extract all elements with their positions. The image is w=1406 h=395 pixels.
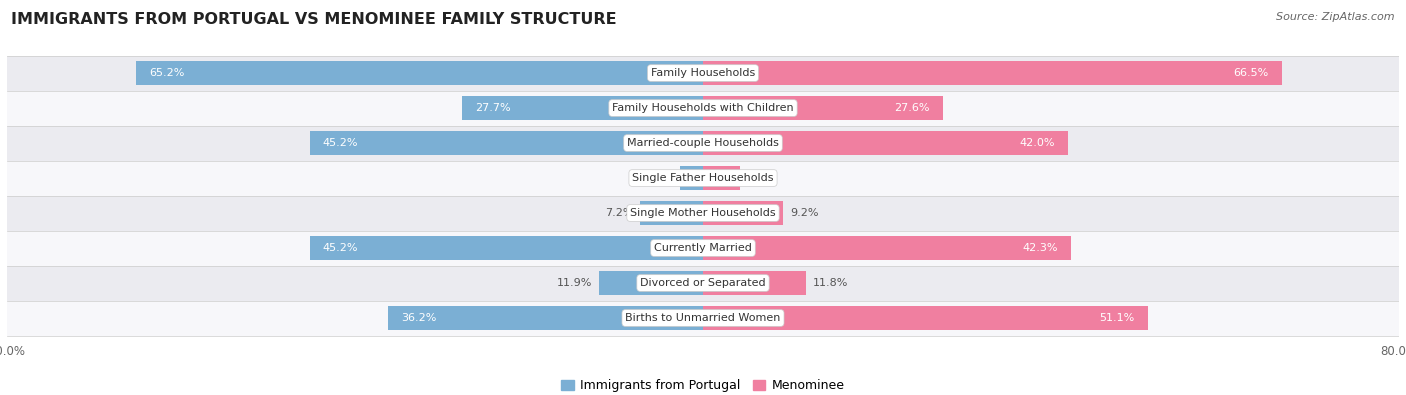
Bar <box>136 61 703 85</box>
Bar <box>703 271 806 295</box>
Text: Source: ZipAtlas.com: Source: ZipAtlas.com <box>1277 12 1395 22</box>
Bar <box>703 201 783 225</box>
Bar <box>7 56 1399 90</box>
Text: Divorced or Separated: Divorced or Separated <box>640 278 766 288</box>
Text: 51.1%: 51.1% <box>1099 313 1135 323</box>
Bar <box>7 265 1399 301</box>
Text: Single Mother Households: Single Mother Households <box>630 208 776 218</box>
Text: 66.5%: 66.5% <box>1233 68 1268 78</box>
Text: 27.7%: 27.7% <box>475 103 510 113</box>
Text: Currently Married: Currently Married <box>654 243 752 253</box>
Text: 11.8%: 11.8% <box>813 278 848 288</box>
Bar <box>703 96 943 120</box>
Text: 27.6%: 27.6% <box>894 103 929 113</box>
Bar <box>7 160 1399 196</box>
Text: Family Households with Children: Family Households with Children <box>612 103 794 113</box>
Legend: Immigrants from Portugal, Menominee: Immigrants from Portugal, Menominee <box>557 374 849 395</box>
Text: 2.6%: 2.6% <box>645 173 673 183</box>
Text: 45.2%: 45.2% <box>323 243 359 253</box>
Text: 65.2%: 65.2% <box>149 68 184 78</box>
Bar <box>703 131 1069 155</box>
Text: 7.2%: 7.2% <box>605 208 633 218</box>
Text: Family Households: Family Households <box>651 68 755 78</box>
Bar <box>640 201 703 225</box>
Text: 42.0%: 42.0% <box>1019 138 1056 148</box>
Text: Births to Unmarried Women: Births to Unmarried Women <box>626 313 780 323</box>
Bar <box>309 236 703 260</box>
Text: 9.2%: 9.2% <box>790 208 818 218</box>
Bar <box>463 96 703 120</box>
Text: 45.2%: 45.2% <box>323 138 359 148</box>
Bar <box>703 61 1281 85</box>
Bar <box>703 166 740 190</box>
Text: Married-couple Households: Married-couple Households <box>627 138 779 148</box>
Bar <box>703 306 1147 330</box>
Text: 36.2%: 36.2% <box>401 313 436 323</box>
Text: 11.9%: 11.9% <box>557 278 592 288</box>
Text: 4.2%: 4.2% <box>747 173 775 183</box>
Bar <box>7 196 1399 231</box>
Bar <box>599 271 703 295</box>
Bar <box>703 236 1071 260</box>
Bar <box>7 231 1399 265</box>
Bar <box>7 301 1399 335</box>
Bar <box>681 166 703 190</box>
Text: Single Father Households: Single Father Households <box>633 173 773 183</box>
Text: 42.3%: 42.3% <box>1022 243 1057 253</box>
Bar <box>388 306 703 330</box>
Bar <box>7 90 1399 126</box>
Bar <box>7 126 1399 160</box>
Text: IMMIGRANTS FROM PORTUGAL VS MENOMINEE FAMILY STRUCTURE: IMMIGRANTS FROM PORTUGAL VS MENOMINEE FA… <box>11 12 617 27</box>
Bar <box>309 131 703 155</box>
